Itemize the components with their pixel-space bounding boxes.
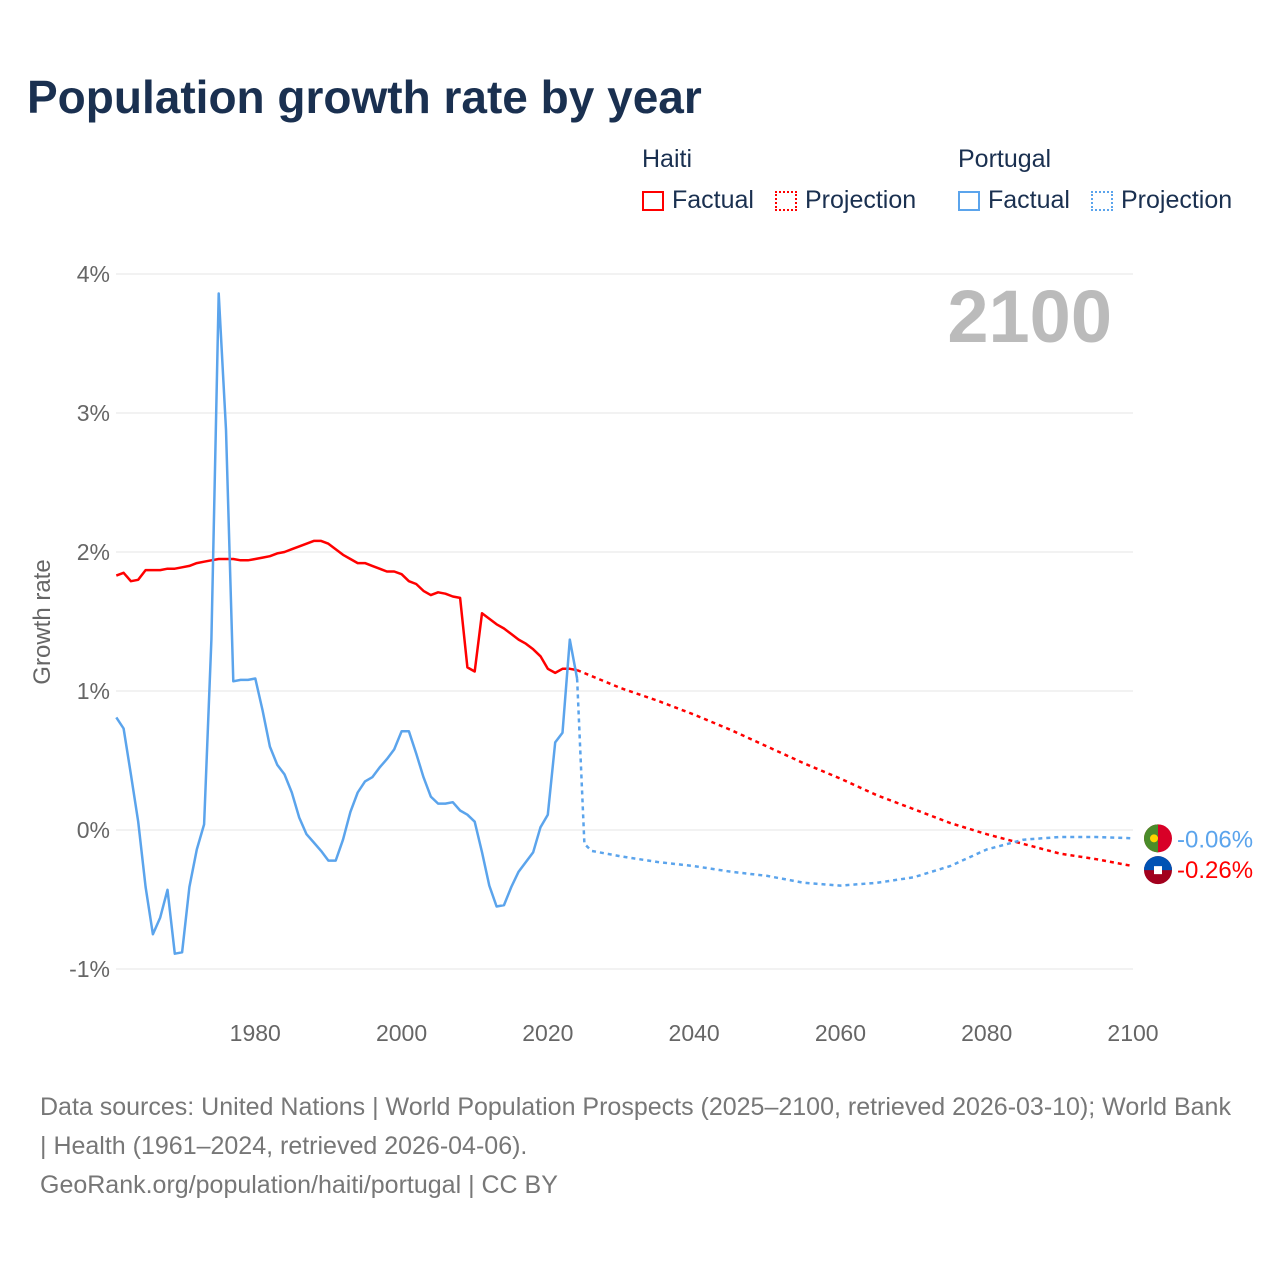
haiti-flag-blue xyxy=(1144,856,1172,871)
legend-swatch xyxy=(775,191,797,211)
portugal-flag-emblem xyxy=(1150,834,1158,843)
legend-label: Projection xyxy=(1121,186,1233,214)
legend-portugal-title: Portugal xyxy=(958,145,1052,173)
portugal-projection-line xyxy=(575,678,1134,887)
y-axis-label: Growth rate xyxy=(29,559,56,684)
legend-swatch xyxy=(642,191,664,211)
legend-portugal-projection[interactable]: Projection xyxy=(1091,186,1232,215)
legend-portugal-factual[interactable]: Factual xyxy=(958,186,1070,215)
legend-label: Factual xyxy=(672,186,754,214)
x-tick-label: 2020 xyxy=(522,1020,573,1046)
y-tick-label: 4% xyxy=(77,261,110,287)
legend-haiti-factual[interactable]: Factual xyxy=(642,186,754,215)
x-tick-label: 2000 xyxy=(376,1020,427,1046)
x-tick-label: 2040 xyxy=(669,1020,720,1046)
source-link[interactable]: GeoRank.org/population/haiti/portugal | … xyxy=(40,1171,558,1199)
year-display: 2100 xyxy=(947,275,1112,358)
x-tick-label: 2060 xyxy=(815,1020,866,1046)
legend-haiti-projection[interactable]: Projection xyxy=(775,186,916,215)
chart-title: Population growth rate by year xyxy=(27,71,702,123)
y-tick-label: 2% xyxy=(77,539,110,565)
legend-label: Projection xyxy=(805,186,917,214)
legend-label: Factual xyxy=(988,186,1070,214)
legend-haiti-title: Haiti xyxy=(642,145,693,173)
legend-swatch xyxy=(1091,191,1113,211)
haiti-projection-line xyxy=(576,668,1134,868)
haiti-end-label: -0.26% xyxy=(1177,857,1253,884)
y-tick-label: -1% xyxy=(69,956,110,982)
haiti-factual-line xyxy=(115,539,578,675)
y-tick-label: 0% xyxy=(77,817,110,843)
source-note: Data sources: United Nations | World Pop… xyxy=(40,1088,1240,1205)
haiti-flag-emblem xyxy=(1154,866,1162,875)
x-tick-label: 1980 xyxy=(230,1020,281,1046)
y-tick-label: 1% xyxy=(77,678,110,704)
legend-swatch xyxy=(958,191,980,211)
x-tick-label: 2080 xyxy=(961,1020,1012,1046)
portugal-end-label: -0.06% xyxy=(1177,826,1253,853)
x-tick-label: 2100 xyxy=(1107,1020,1158,1046)
source-text: Data sources: United Nations | World Pop… xyxy=(40,1093,1231,1160)
y-tick-label: 3% xyxy=(77,400,110,426)
portugal-factual-line xyxy=(115,292,579,955)
